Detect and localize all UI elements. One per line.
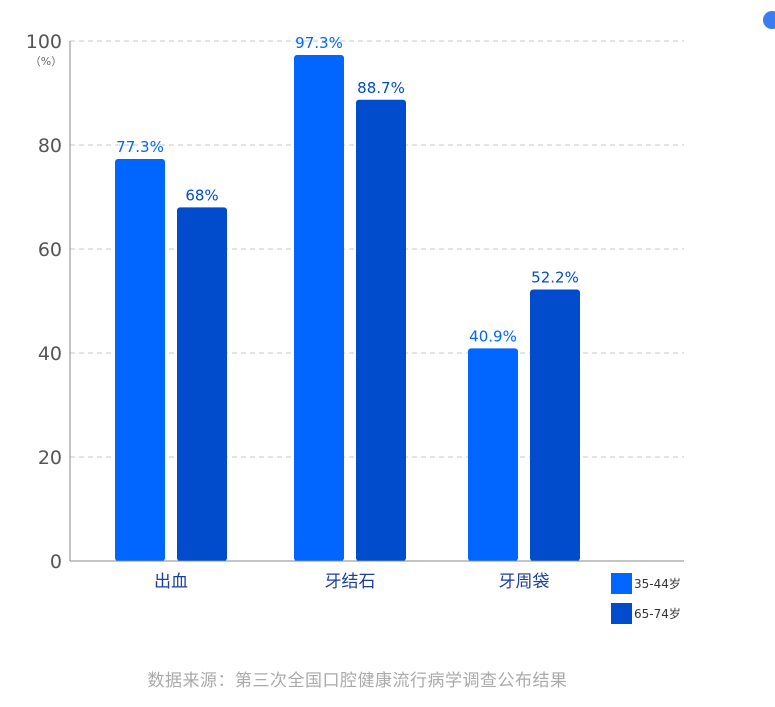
legend: 35-44岁 65-74岁: [611, 573, 681, 624]
x-category-label-1: 出血: [154, 572, 188, 592]
bar-2-1: [177, 207, 227, 561]
data-label-2-3: 52.2%: [531, 269, 579, 287]
bar-1-1: [115, 159, 165, 562]
x-category-label-3: 牙周袋: [499, 572, 550, 592]
legend-label-1: 35-44岁: [634, 576, 681, 591]
data-labels: 77.3% 68% 97.3% 88.7% 40.9% 52.2%: [116, 34, 579, 345]
data-label-1-1: 77.3%: [116, 138, 164, 156]
y-unit-label: （%）: [30, 55, 62, 68]
bar-1-3: [468, 348, 518, 561]
x-category-label-2: 牙结石: [325, 572, 376, 592]
bars: [115, 55, 580, 562]
source-note: 数据来源：第三次全国口腔健康流行病学调查公布结果: [147, 671, 568, 691]
data-label-2-2: 88.7%: [357, 79, 405, 97]
data-label-2-1: 68%: [185, 186, 218, 204]
y-tick-label-80: 80: [38, 135, 62, 157]
bar-2-3: [530, 289, 580, 561]
y-tick-label-60: 60: [38, 239, 62, 261]
y-tick-label-40: 40: [38, 343, 62, 365]
legend-swatch-1: [611, 573, 632, 594]
y-tick-label-0: 0: [50, 551, 62, 573]
bar-2-2: [356, 99, 406, 561]
legend-swatch-2: [611, 603, 632, 624]
y-axis: 0 20 40 60 80 100 （%）: [26, 31, 71, 573]
data-label-1-2: 97.3%: [295, 34, 343, 52]
y-tick-label-20: 20: [38, 447, 62, 469]
app-badge-icon[interactable]: [763, 11, 775, 29]
legend-label-2: 65-74岁: [634, 606, 681, 621]
bar-1-2: [294, 55, 344, 561]
x-axis: 出血 牙结石 牙周袋: [70, 560, 684, 592]
data-label-1-3: 40.9%: [469, 327, 517, 345]
y-tick-label-100: 100: [26, 31, 62, 53]
